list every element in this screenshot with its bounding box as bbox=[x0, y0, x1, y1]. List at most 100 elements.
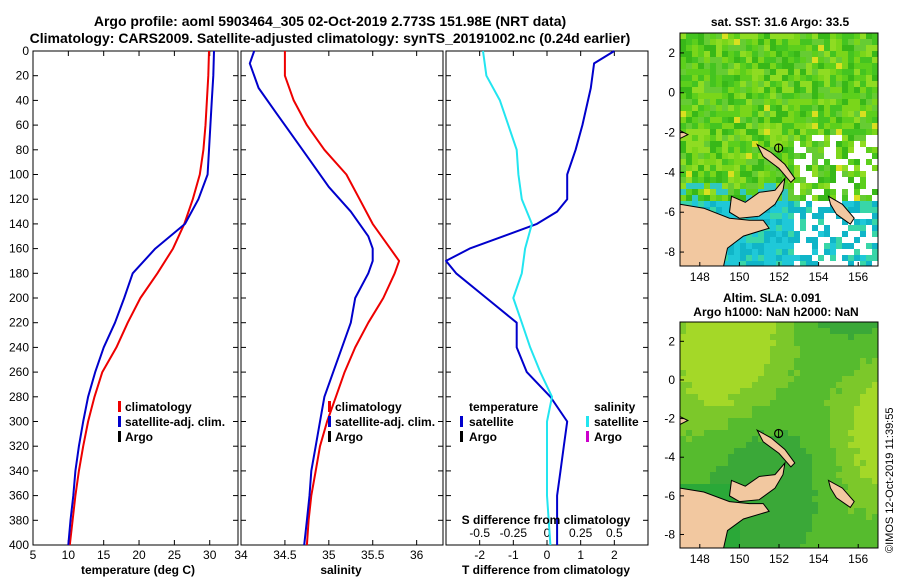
land-polygon bbox=[680, 487, 770, 548]
map-cell bbox=[794, 189, 800, 195]
map-cell bbox=[818, 117, 824, 123]
salinity-legend: climatology satellite-adj. clim. Argo bbox=[328, 400, 435, 444]
map-cell bbox=[872, 442, 878, 448]
map-cell bbox=[836, 322, 842, 328]
map-cell bbox=[794, 514, 800, 520]
map-cell bbox=[788, 544, 794, 548]
imos-credit: ©IMOS 12-Oct-2019 11:39:55 bbox=[884, 408, 896, 553]
map-cell bbox=[866, 231, 872, 237]
map-cell bbox=[794, 105, 800, 111]
map-cell bbox=[692, 57, 698, 63]
map-cell bbox=[758, 526, 764, 532]
map-cell bbox=[704, 454, 710, 460]
map-cell bbox=[788, 225, 794, 231]
legend-label: Argo bbox=[125, 430, 153, 444]
map-cell bbox=[866, 346, 872, 352]
map-cell bbox=[722, 177, 728, 183]
map-cell bbox=[854, 195, 860, 201]
map-cell bbox=[746, 526, 752, 532]
map-cell bbox=[734, 532, 740, 538]
map-cell bbox=[842, 382, 848, 388]
map-cell bbox=[836, 129, 842, 135]
map-cell bbox=[764, 33, 770, 39]
map-cell bbox=[794, 207, 800, 213]
map-cell bbox=[812, 177, 818, 183]
map-cell bbox=[758, 544, 764, 548]
map-cell bbox=[806, 33, 812, 39]
map-cell bbox=[740, 75, 746, 81]
map-cell bbox=[866, 99, 872, 105]
map-cell bbox=[764, 520, 770, 526]
map-cell bbox=[830, 177, 836, 183]
map-cell bbox=[818, 328, 824, 334]
map-cell bbox=[686, 346, 692, 352]
map-y-tick-label: 2 bbox=[668, 46, 675, 60]
map-cell bbox=[848, 99, 854, 105]
map-cell bbox=[842, 544, 848, 548]
map-cell bbox=[752, 346, 758, 352]
map-cell bbox=[830, 195, 836, 201]
map-cell bbox=[692, 472, 698, 478]
map-cell bbox=[806, 123, 812, 129]
map-cell bbox=[836, 117, 842, 123]
map-cell bbox=[860, 472, 866, 478]
map-cell bbox=[818, 171, 824, 177]
map-cell bbox=[836, 81, 842, 87]
map-cell bbox=[746, 400, 752, 406]
map-cell bbox=[854, 33, 860, 39]
map-cell bbox=[740, 400, 746, 406]
x-tick-label: 25 bbox=[168, 548, 182, 562]
map-cell bbox=[728, 370, 734, 376]
map-cell bbox=[854, 394, 860, 400]
map-cell bbox=[830, 508, 836, 514]
map-cell bbox=[704, 33, 710, 39]
y-tick-label: 380 bbox=[9, 513, 29, 527]
map-cell bbox=[806, 328, 812, 334]
map-cell bbox=[752, 370, 758, 376]
map-cell bbox=[776, 117, 782, 123]
map-cell bbox=[776, 213, 782, 219]
map-cell bbox=[860, 105, 866, 111]
map-cell bbox=[812, 538, 818, 544]
map-cell bbox=[776, 400, 782, 406]
map-cell bbox=[722, 454, 728, 460]
map-cell bbox=[734, 177, 740, 183]
map-cell bbox=[836, 237, 842, 243]
map-cell bbox=[722, 394, 728, 400]
map-cell bbox=[842, 189, 848, 195]
map-cell bbox=[872, 171, 878, 177]
map-y-tick-label: -6 bbox=[664, 489, 675, 503]
map-cell bbox=[716, 424, 722, 430]
map-cell bbox=[764, 448, 770, 454]
map-cell bbox=[710, 177, 716, 183]
map-cell bbox=[758, 382, 764, 388]
map-cell bbox=[830, 436, 836, 442]
map-cell bbox=[698, 69, 704, 75]
map-cell bbox=[794, 412, 800, 418]
map-cell bbox=[842, 520, 848, 526]
map-cell bbox=[830, 448, 836, 454]
map-cell bbox=[692, 322, 698, 328]
map-cell bbox=[698, 388, 704, 394]
map-cell bbox=[854, 249, 860, 255]
map-cell bbox=[800, 358, 806, 364]
map-cell bbox=[770, 400, 776, 406]
map-cell bbox=[776, 394, 782, 400]
map-cell bbox=[698, 322, 704, 328]
map-cell bbox=[854, 207, 860, 213]
map-cell bbox=[872, 123, 878, 129]
map-cell bbox=[764, 63, 770, 69]
map-cell bbox=[716, 454, 722, 460]
map-cell bbox=[686, 141, 692, 147]
map-cell bbox=[818, 508, 824, 514]
map-cell bbox=[788, 255, 794, 261]
map-cell bbox=[818, 412, 824, 418]
map-cell bbox=[818, 255, 824, 261]
map-cell bbox=[800, 219, 806, 225]
map-cell bbox=[860, 63, 866, 69]
map-cell bbox=[854, 532, 860, 538]
map-cell bbox=[830, 219, 836, 225]
map-cell bbox=[692, 370, 698, 376]
map-cell bbox=[734, 129, 740, 135]
map-cell bbox=[716, 195, 722, 201]
